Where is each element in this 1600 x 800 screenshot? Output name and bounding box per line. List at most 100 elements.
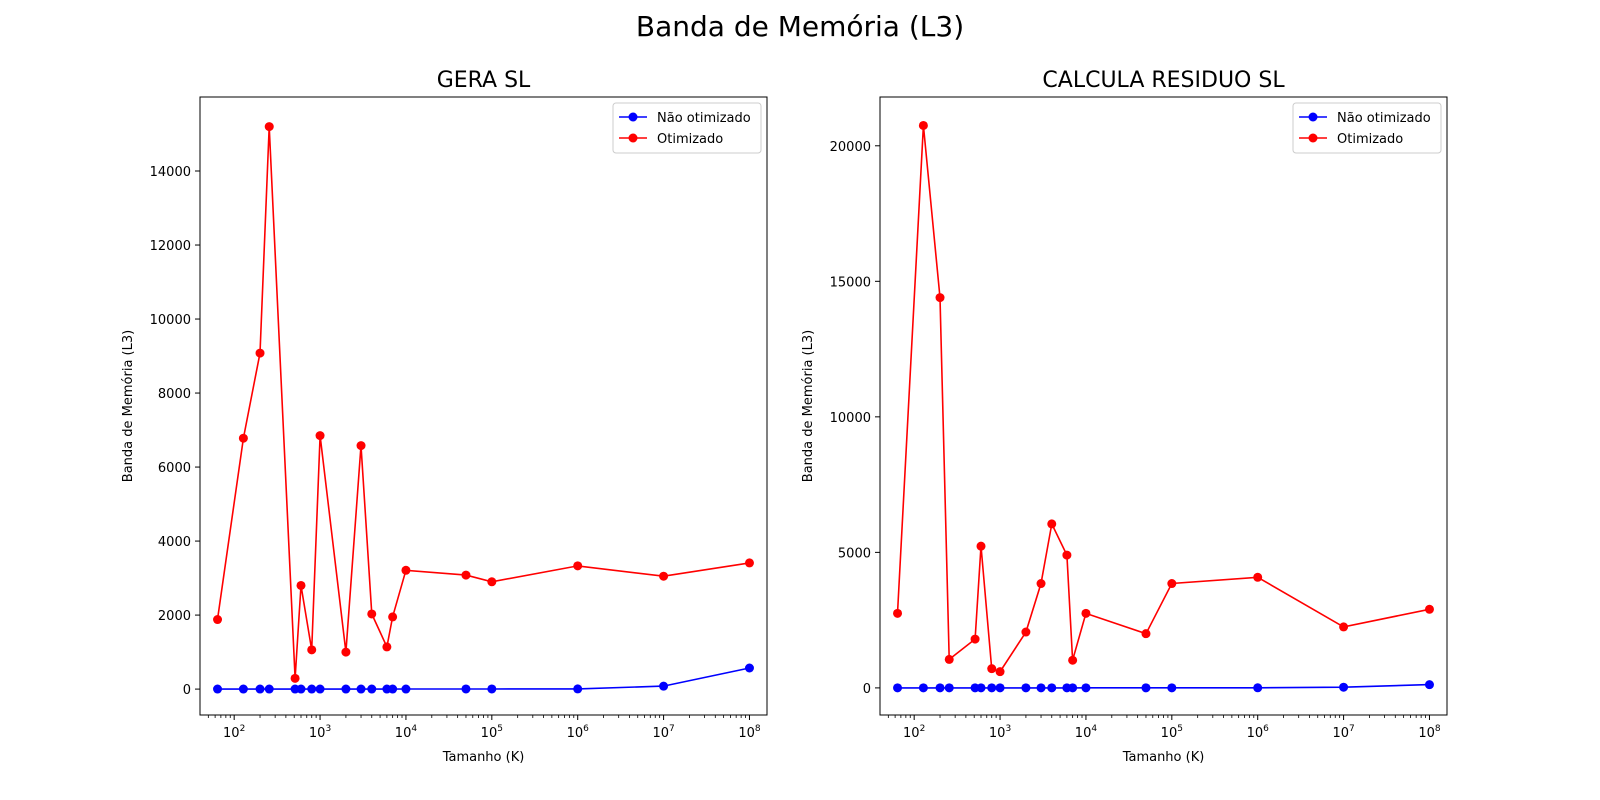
x-tick-label: 105	[481, 724, 503, 741]
plot-frame	[879, 96, 1448, 716]
data-point	[944, 654, 954, 664]
data-point	[944, 683, 954, 693]
data-point	[307, 645, 317, 655]
legend-box	[612, 102, 762, 154]
x-tick-label: 103	[989, 724, 1011, 741]
data-point	[1424, 680, 1434, 690]
data-point	[315, 431, 325, 441]
y-tick-label: 0	[183, 683, 191, 698]
data-point	[296, 580, 306, 590]
legend-label: Otimizado	[1337, 132, 1403, 147]
data-point	[987, 664, 997, 674]
data-point	[367, 684, 377, 694]
y-tick-label: 20000	[830, 140, 871, 155]
data-point	[315, 684, 325, 694]
data-point	[976, 541, 986, 551]
x-tick-label: 105	[1161, 724, 1183, 741]
x-tick-label: 102	[223, 724, 245, 741]
y-tick-label: 15000	[830, 275, 871, 290]
y-tick-label: 5000	[838, 546, 871, 561]
data-point	[935, 293, 945, 303]
data-point	[744, 558, 754, 568]
data-point	[1141, 629, 1151, 639]
data-point	[1081, 608, 1091, 618]
data-point	[1036, 579, 1046, 589]
data-point	[290, 673, 300, 683]
data-point	[264, 684, 274, 694]
data-point	[356, 684, 366, 694]
data-point	[401, 565, 411, 575]
data-point	[1068, 683, 1078, 693]
data-point	[1167, 683, 1177, 693]
y-tick-label: 12000	[150, 239, 191, 254]
x-tick-label: 104	[1075, 724, 1098, 741]
data-point	[935, 683, 945, 693]
y-tick-label: 8000	[158, 387, 191, 402]
data-point	[970, 634, 980, 644]
figure-title: Banda de Memória (L3)	[635, 10, 965, 43]
data-point	[487, 684, 497, 694]
y-tick-label: 10000	[150, 313, 191, 328]
chart-panel-1: GERA SL Tamanho (K) Banda de Memória (L3) 0…	[121, 68, 768, 765]
data-point	[388, 612, 398, 622]
data-point	[382, 642, 392, 652]
chart-panel-2: CALCULA RESIDUO SL Tamanho (K) Banda de Me…	[801, 68, 1448, 765]
x-tick-label: 104	[395, 724, 418, 741]
legend-marker	[628, 112, 638, 122]
y-tick-label: 10000	[830, 411, 871, 426]
data-point	[367, 609, 377, 619]
legend-box	[1292, 102, 1442, 154]
chart-title: CALCULA RESIDUO SL	[1042, 68, 1285, 93]
data-point	[341, 647, 351, 657]
data-point	[487, 577, 497, 587]
series-line-2	[896, 125, 1430, 673]
data-point	[1424, 604, 1434, 614]
x-tick-label: 107	[1332, 724, 1354, 741]
data-point	[1047, 683, 1057, 693]
y-axis-label: Banda de Memória (L3)	[801, 330, 816, 482]
legend-marker	[1308, 133, 1318, 143]
x-axis-label: Tamanho (K)	[442, 750, 525, 765]
data-point	[1021, 683, 1031, 693]
data-point	[893, 683, 903, 693]
x-tick-label: 108	[738, 724, 761, 741]
data-point	[1021, 627, 1031, 637]
legend-marker	[1308, 112, 1318, 122]
data-point	[995, 667, 1005, 677]
y-axis-label: Banda de Memória (L3)	[121, 330, 136, 482]
data-point	[1167, 579, 1177, 589]
legend-marker	[628, 133, 638, 143]
data-point	[1339, 682, 1349, 692]
y-tick-label: 4000	[158, 535, 191, 550]
data-point	[1253, 572, 1263, 582]
data-point	[238, 433, 248, 443]
series-line-2	[216, 126, 750, 679]
data-point	[356, 441, 366, 451]
data-point	[1081, 683, 1091, 693]
data-point	[264, 122, 274, 132]
data-point	[918, 120, 928, 130]
data-point	[1036, 683, 1046, 693]
x-axis-label: Tamanho (K)	[1122, 750, 1205, 765]
x-tick-label: 108	[1418, 724, 1441, 741]
data-point	[659, 571, 669, 581]
data-point	[976, 683, 986, 693]
data-point	[238, 684, 248, 694]
data-point	[893, 608, 903, 618]
data-point	[744, 663, 754, 673]
x-tick-label: 103	[309, 724, 331, 741]
data-point	[255, 684, 265, 694]
data-point	[573, 561, 583, 571]
legend: Não otimizado Otimizado	[1292, 102, 1442, 154]
x-tick-label: 102	[903, 724, 925, 741]
x-tick-label: 106	[1247, 724, 1270, 741]
data-point	[918, 683, 928, 693]
data-point	[401, 684, 411, 694]
data-point	[995, 683, 1005, 693]
chart-title: GERA SL	[437, 68, 531, 93]
data-point	[296, 684, 306, 694]
y-tick-label: 6000	[158, 461, 191, 476]
data-point	[388, 684, 398, 694]
plot-frame	[199, 96, 768, 716]
